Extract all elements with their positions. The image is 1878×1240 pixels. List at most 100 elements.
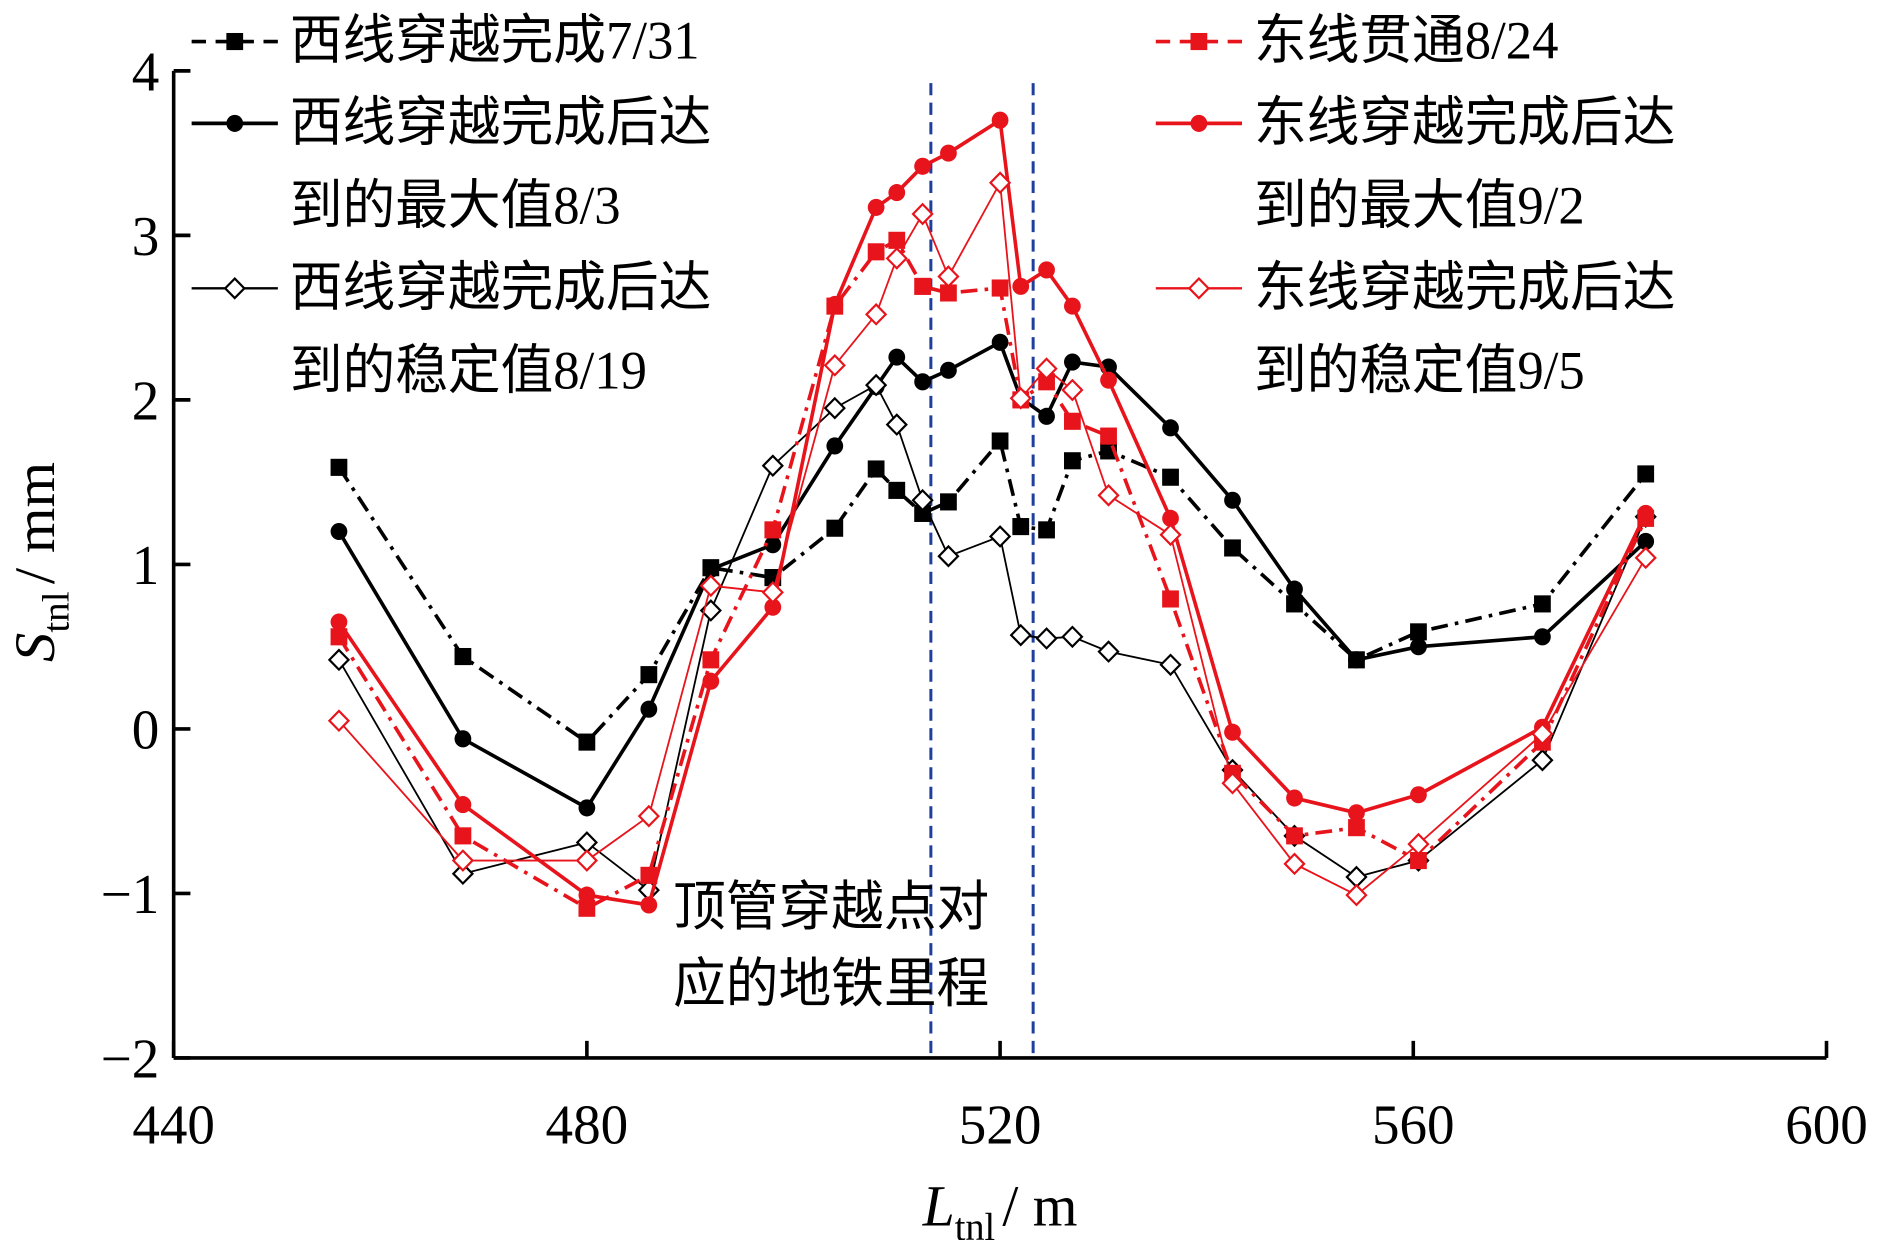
data-point: [1035, 357, 1058, 380]
legend-marker: [226, 32, 244, 51]
data-point: [578, 886, 596, 904]
data-point: [451, 862, 475, 886]
data-point: [764, 521, 782, 539]
data-point: [940, 284, 957, 302]
data-point: [1159, 523, 1182, 547]
data-point: [1100, 427, 1117, 445]
x-tick-label: 600: [1785, 1094, 1868, 1157]
data-point: [826, 437, 844, 455]
legend-marker: [223, 276, 246, 300]
data-point: [914, 277, 931, 295]
data-point: [1637, 532, 1655, 550]
legend: 西线穿越完成7/31西线穿越完成后达到的最大值8/3西线穿越完成后达到的稳定值8…: [191, 11, 1676, 401]
data-point: [1064, 412, 1081, 430]
data-point: [940, 144, 957, 162]
x-tick-label: 520: [959, 1094, 1042, 1157]
data-point: [991, 432, 1009, 450]
data-point: [327, 648, 351, 672]
data-point: [640, 700, 658, 718]
data-point: [1534, 595, 1551, 613]
data-point: [867, 460, 885, 478]
data-point: [911, 202, 934, 226]
data-point: [1012, 277, 1030, 295]
data-point: [991, 279, 1009, 297]
data-point: [575, 849, 598, 872]
data-point: [454, 730, 472, 748]
data-point: [1345, 883, 1368, 907]
data-point: [1410, 623, 1427, 641]
data-point: [888, 481, 906, 499]
data-point: [764, 598, 782, 616]
series-line: [338, 383, 1647, 892]
annotation-line-2: 应的地铁里程: [673, 954, 989, 1014]
data-point: [1286, 580, 1303, 598]
data-point: [1097, 483, 1120, 507]
data-point: [1407, 832, 1430, 856]
data-point: [885, 413, 908, 436]
data-point: [826, 519, 844, 537]
y-tick-label: 0: [132, 699, 160, 762]
legend-label: 到的稳定值8/19: [290, 341, 647, 401]
legend-marker: [226, 114, 244, 132]
data-point: [885, 247, 908, 270]
x-axis-label-main: L: [922, 1173, 955, 1239]
data-point: [991, 111, 1009, 129]
data-point: [761, 454, 784, 478]
x-axis-label-sub: tnl: [955, 1207, 995, 1240]
data-point: [1410, 638, 1427, 656]
legend-marker: [1190, 32, 1208, 51]
data-point: [988, 525, 1012, 548]
data-point: [454, 796, 472, 814]
legend-label: 东线穿越完成后达: [1254, 258, 1676, 318]
y-tick-label: −1: [101, 864, 160, 927]
series-2: [330, 333, 1655, 817]
data-point: [1534, 628, 1551, 646]
data-point: [1162, 468, 1179, 486]
legend-label: 东线贯通8/24: [1254, 11, 1558, 71]
data-point: [867, 243, 885, 261]
data-point: [914, 157, 931, 175]
y-tick-label: 2: [132, 370, 160, 433]
data-point: [761, 581, 784, 604]
data-point: [823, 396, 846, 420]
data-point: [991, 333, 1009, 351]
data-point: [1634, 546, 1657, 570]
axes: 440 480 520 560 600 −2 −1 0 1 2 3 4: [101, 41, 1868, 1157]
data-point: [1531, 722, 1554, 746]
data-point: [1064, 297, 1081, 315]
legend-label: 西线穿越完成后达: [290, 93, 712, 153]
data-point: [330, 628, 348, 646]
data-point: [330, 522, 348, 541]
y-tick-label: 3: [132, 205, 160, 268]
data-point: [699, 574, 722, 598]
data-point: [1637, 504, 1655, 522]
data-point: [1410, 786, 1427, 804]
data-point: [702, 672, 720, 690]
data-point: [1038, 407, 1055, 425]
data-point: [1038, 261, 1055, 279]
y-axis-label: Stnl / mm: [2, 462, 77, 662]
data-point: [865, 373, 888, 397]
data-point: [637, 804, 660, 828]
data-point: [940, 493, 957, 511]
series-line: [337, 117, 1648, 908]
data-point: [1097, 640, 1120, 663]
data-point: [1283, 852, 1306, 876]
data-point: [1162, 590, 1179, 608]
data-point: [1012, 518, 1030, 536]
data-point: [702, 651, 720, 669]
y-axis-label-main: S: [2, 633, 66, 662]
legend-label: 西线穿越完成7/31: [290, 11, 700, 71]
data-point: [1162, 419, 1179, 437]
data-point: [1038, 373, 1055, 391]
y-tick-label: 4: [132, 41, 160, 104]
data-point: [451, 849, 475, 872]
legend-label: 西线穿越完成后达: [290, 258, 712, 318]
series-group: [327, 111, 1657, 917]
y-tick-label: 1: [132, 534, 160, 597]
data-point: [911, 488, 934, 512]
data-point: [578, 899, 596, 917]
